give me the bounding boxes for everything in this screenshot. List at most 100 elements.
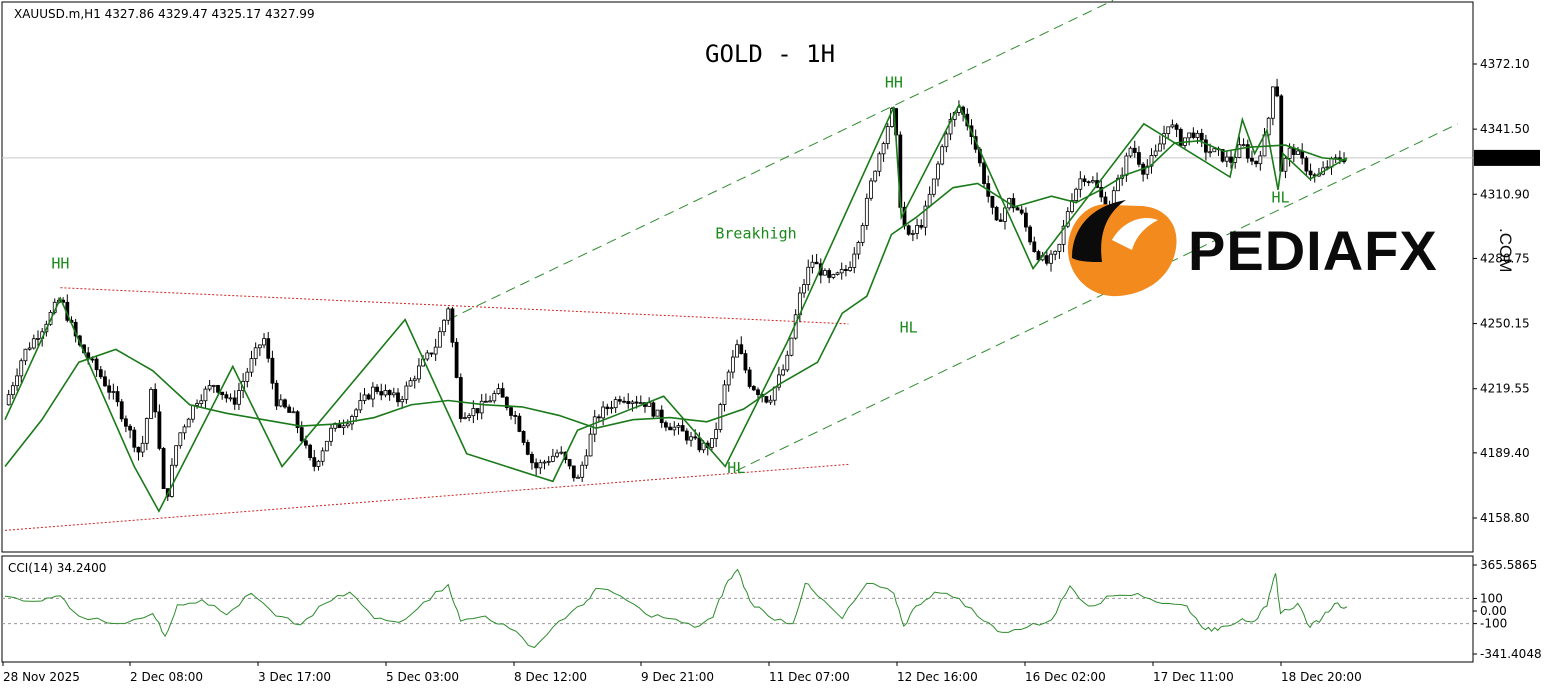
candle <box>387 389 392 401</box>
candle <box>400 396 405 409</box>
candle <box>119 398 124 422</box>
candle-body <box>383 389 388 396</box>
main-panel-frame <box>1 1 1474 553</box>
candle-body <box>1057 243 1062 252</box>
time-tick-label: 8 Dec 12:00 <box>514 670 587 684</box>
candle-body <box>1078 178 1083 190</box>
candle <box>203 386 208 409</box>
candle <box>1128 146 1133 158</box>
logo-brand-text: PEDIAFX <box>1188 219 1438 282</box>
candle-body <box>944 133 949 148</box>
candle-body <box>15 375 19 387</box>
moving-average <box>4 140 1348 467</box>
candle-body <box>1024 212 1028 228</box>
candle-body <box>756 389 760 395</box>
candle-body <box>509 407 513 416</box>
candle-body <box>751 386 756 391</box>
candle <box>1049 250 1053 272</box>
candle <box>617 395 622 405</box>
candle-body <box>391 392 396 396</box>
candle <box>542 459 547 470</box>
candle <box>839 262 844 280</box>
candle-body <box>998 219 1003 222</box>
candle-body <box>885 126 890 144</box>
candle <box>730 349 735 379</box>
red-channel-upper <box>60 287 849 325</box>
candle-body <box>312 457 317 467</box>
candle <box>739 336 744 355</box>
candle-body <box>626 401 631 404</box>
candle <box>517 413 522 433</box>
candle <box>253 342 258 366</box>
candle-body <box>207 385 212 390</box>
candle <box>571 465 576 482</box>
candle <box>345 419 350 429</box>
candle <box>906 224 911 236</box>
candle-body <box>1070 200 1074 213</box>
candle <box>245 367 250 388</box>
candle <box>98 365 103 380</box>
candle-body <box>605 406 610 410</box>
candle <box>308 443 312 461</box>
candle <box>1145 159 1150 180</box>
candle <box>287 404 292 413</box>
candle-body <box>295 411 300 428</box>
candle <box>237 382 241 411</box>
candle <box>211 384 216 393</box>
candle <box>785 350 790 372</box>
candle <box>931 178 936 198</box>
candle-body <box>1019 209 1024 214</box>
candle <box>454 338 459 379</box>
candle <box>923 200 928 236</box>
candle-body <box>1128 147 1133 157</box>
candle <box>1254 160 1259 168</box>
candle <box>651 401 656 419</box>
candle <box>1090 176 1095 184</box>
candle <box>216 384 220 394</box>
candle-body <box>743 353 748 371</box>
cci-tick-label: 365.5865 <box>1480 558 1537 572</box>
candle <box>1229 149 1233 169</box>
candle <box>178 432 183 449</box>
candle <box>919 219 924 230</box>
candle-body <box>1170 124 1175 128</box>
candle-body <box>1149 155 1154 167</box>
candle-body <box>693 436 698 439</box>
candle <box>170 458 174 498</box>
candle-body <box>442 319 446 333</box>
candle-body <box>940 146 945 165</box>
candle-body <box>1266 117 1271 136</box>
candle-body <box>429 352 434 355</box>
candle-body <box>785 354 790 371</box>
candle <box>726 369 731 392</box>
candle-body <box>417 365 421 380</box>
candle <box>768 395 773 405</box>
cci-tick-label: -100 <box>1480 617 1507 631</box>
last-price-marker: 4327.99 <box>1474 149 1540 166</box>
candle-body <box>128 425 132 431</box>
red-channel-lower <box>4 463 849 531</box>
candle <box>609 400 614 414</box>
candle <box>324 440 329 452</box>
candle <box>257 344 262 357</box>
candle-body <box>617 399 622 402</box>
candle <box>1245 139 1250 163</box>
candle-body <box>257 344 262 349</box>
candle-body <box>1254 160 1259 165</box>
candle <box>354 407 359 422</box>
candle <box>27 342 32 351</box>
candle-body <box>948 119 953 135</box>
candle <box>823 268 827 276</box>
candle <box>605 403 610 416</box>
candle <box>555 449 559 459</box>
candle-body <box>668 426 672 431</box>
candle-body <box>1032 241 1037 252</box>
candle <box>316 459 321 471</box>
candle <box>157 404 162 451</box>
candle-body <box>1174 124 1179 130</box>
time-tick-label: 28 Nov 2025 <box>3 670 80 684</box>
candle <box>1250 150 1254 166</box>
candle <box>584 449 589 469</box>
candle-body <box>1237 144 1242 158</box>
candle-body <box>1296 150 1300 155</box>
